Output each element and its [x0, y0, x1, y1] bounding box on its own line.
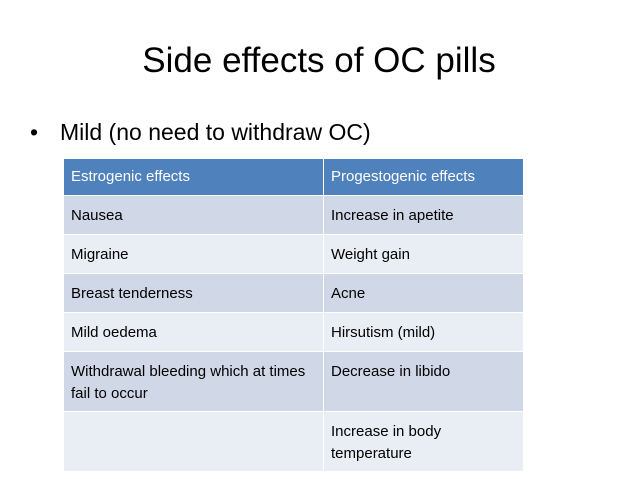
table-row: Withdrawal bleeding which at times fail … — [63, 351, 524, 412]
table-cell: Mild oedema — [63, 312, 324, 352]
bullet-text: Mild (no need to withdraw OC) — [60, 119, 371, 145]
table-header-row: Estrogenic effects Progestogenic effects — [63, 158, 524, 196]
table-cell: Acne — [323, 273, 524, 313]
table-cell: Increase in body temperature — [323, 411, 524, 472]
table-cell: Withdrawal bleeding which at times fail … — [63, 351, 324, 412]
header-progestogenic: Progestogenic effects — [323, 158, 524, 196]
table-row: Breast tenderness Acne — [63, 273, 524, 313]
table-cell: Breast tenderness — [63, 273, 324, 313]
table-cell: Nausea — [63, 195, 324, 235]
header-estrogenic: Estrogenic effects — [63, 158, 324, 196]
table-cell: Migraine — [63, 234, 324, 274]
table-cell: Decrease in libido — [323, 351, 524, 412]
table-cell: Hirsutism (mild) — [323, 312, 524, 352]
slide-title: Side effects of OC pills — [142, 41, 496, 80]
table-cell: Weight gain — [323, 234, 524, 274]
table-cell — [63, 411, 324, 472]
table-cell: Increase in apetite — [323, 195, 524, 235]
table-row: Migraine Weight gain — [63, 234, 524, 274]
table-row: Mild oedema Hirsutism (mild) — [63, 312, 524, 352]
table-row: Nausea Increase in apetite — [63, 195, 524, 235]
side-effects-table: Estrogenic effects Progestogenic effects… — [63, 158, 524, 472]
bullet-item: • Mild (no need to withdraw OC) — [30, 117, 371, 147]
table-row: Increase in body temperature — [63, 411, 524, 472]
bullet-dot: • — [30, 119, 39, 145]
